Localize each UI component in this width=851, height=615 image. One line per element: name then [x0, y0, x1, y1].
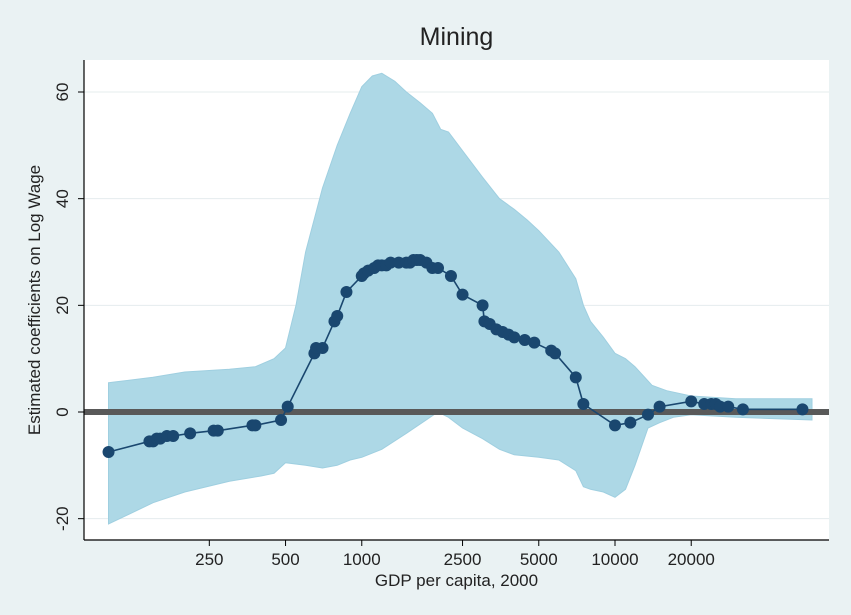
y-tick-label: 40 — [53, 189, 72, 208]
data-point — [577, 398, 590, 410]
x-tick-label: 10000 — [591, 550, 638, 569]
y-tick-label: 0 — [53, 407, 72, 416]
data-point — [685, 395, 698, 408]
data-point — [340, 286, 353, 298]
x-tick-label: 250 — [195, 550, 223, 569]
data-point — [796, 403, 809, 416]
data-point — [722, 400, 735, 413]
coefficient-points — [102, 254, 809, 458]
data-point — [167, 430, 180, 442]
data-point — [736, 403, 749, 416]
y-tick-label: 60 — [53, 83, 72, 102]
x-axis-title: GDP per capita, 2000 — [375, 571, 538, 590]
y-tick-label: 20 — [53, 296, 72, 315]
x-tick-label: 2500 — [444, 550, 482, 569]
chart-title: Mining — [420, 23, 494, 51]
data-point — [184, 427, 197, 440]
data-point — [211, 424, 224, 437]
data-point — [456, 288, 469, 301]
data-point — [275, 414, 288, 426]
x-tick-label: 20000 — [668, 550, 715, 569]
axes — [78, 60, 829, 546]
y-axis-title: Estimated coefficients on Log Wage — [25, 165, 44, 435]
data-point — [316, 342, 329, 354]
data-point — [331, 310, 344, 322]
x-tick-labels: 250 500 1000 2500 5000 10000 20000 — [195, 550, 715, 569]
x-tick-label: 1000 — [343, 550, 381, 569]
data-point — [653, 400, 666, 413]
data-point — [281, 400, 294, 413]
x-tick-label: 500 — [271, 550, 299, 569]
data-point — [569, 371, 582, 384]
data-point — [431, 262, 444, 274]
data-point — [444, 270, 457, 282]
data-point — [528, 336, 541, 349]
y-tick-label: -20 — [53, 506, 72, 531]
data-point — [476, 299, 489, 312]
data-point — [102, 446, 115, 458]
data-point — [624, 416, 637, 429]
y-tick-labels: -20 0 20 40 60 — [53, 83, 72, 531]
data-point — [549, 347, 562, 360]
data-point — [249, 419, 262, 432]
data-point — [518, 334, 531, 346]
data-point — [642, 408, 655, 421]
data-point — [608, 419, 621, 432]
data-point — [508, 331, 521, 344]
x-tick-label: 5000 — [520, 550, 558, 569]
